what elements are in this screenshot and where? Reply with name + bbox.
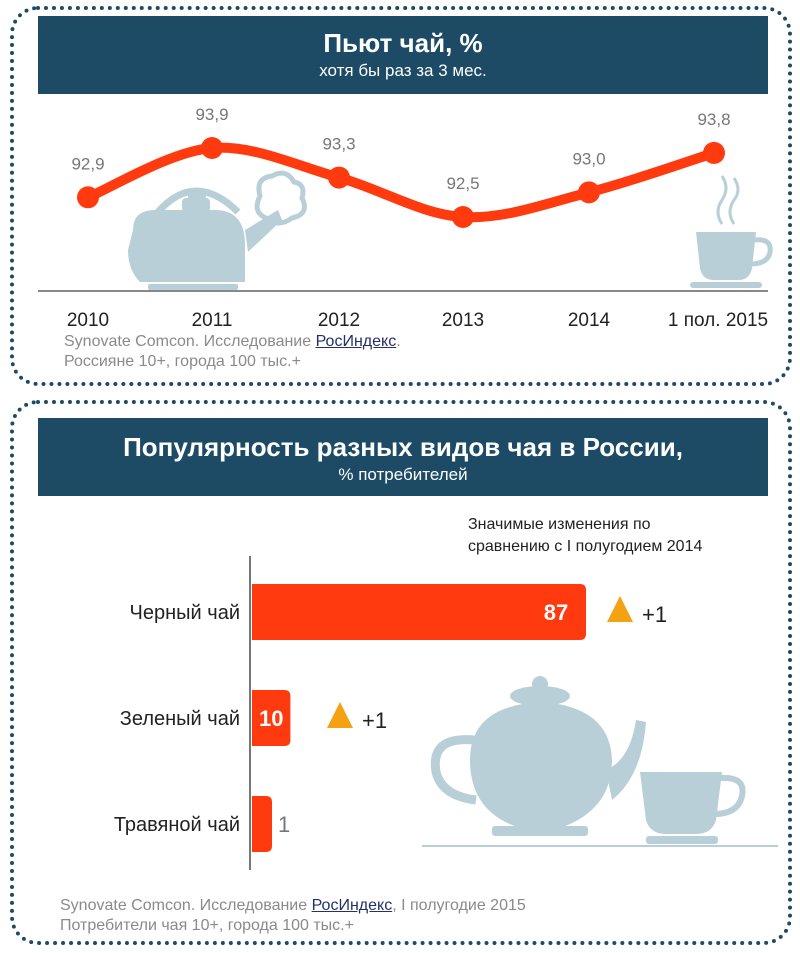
- data-label: 93,9: [195, 105, 228, 124]
- tea-types-title: Популярность разных видов чая в России,: [123, 432, 683, 462]
- top-source-suffix: .: [396, 333, 401, 350]
- changes-title-line1: Значимые изменения по: [468, 516, 651, 533]
- line-series: [83, 142, 719, 223]
- tea-drinking-title: Пьют чай, %: [323, 28, 483, 58]
- bottom-source-prefix: Synovate Comcon. Исследование: [60, 897, 312, 914]
- bottom-source-note: Synovate Comcon. Исследование РосИндекс,…: [60, 896, 526, 936]
- data-label: 92,9: [71, 154, 104, 173]
- x-tick-label: 2014: [568, 310, 611, 331]
- data-label: 93,0: [572, 149, 605, 168]
- cup-icon: [690, 175, 773, 288]
- tea-types-subtitle: % потребителей: [338, 465, 468, 484]
- top-source-link[interactable]: РосИндекс: [315, 333, 397, 350]
- line-chart: 92,9 93,9 93,3 92,5 93,0 93,8 2010 2011 2012 201…: [38, 105, 773, 331]
- x-tick-label: 2012: [318, 310, 360, 331]
- tea-drinking-banner: Пьют чай, % хотя бы раз за 3 мес.: [38, 16, 768, 94]
- data-label: 93,3: [322, 135, 355, 154]
- tea-types-panel: [10, 400, 792, 945]
- x-tick-label: 2013: [442, 310, 484, 331]
- bottom-source-line2: Потребители чая 10+, города 100 тыс.+: [60, 917, 354, 934]
- data-label: 93,8: [697, 110, 730, 129]
- top-source-note: Synovate Comcon. Исследование РосИндекс.…: [64, 332, 401, 372]
- tea-drinking-panel: [10, 6, 792, 386]
- tea-types-banner: Популярность разных видов чая в России, …: [38, 418, 768, 496]
- x-tick-label: 2010: [67, 310, 109, 331]
- line-point: [328, 166, 350, 189]
- changes-title-line2: сравнению с I полугодием 2014: [468, 538, 703, 555]
- line-point: [703, 141, 725, 164]
- bottom-source-link[interactable]: РосИндекс: [311, 897, 393, 914]
- line-point: [77, 186, 99, 209]
- kettle-icon: [128, 170, 307, 290]
- bottom-source-suffix: , I полугодие 2015: [392, 897, 526, 914]
- changes-title: Значимые изменения по сравнению с I полу…: [468, 514, 702, 558]
- line-point: [201, 137, 223, 159]
- tea-drinking-subtitle: хотя бы раз за 3 мес.: [319, 61, 487, 80]
- x-tick-label: 2011: [192, 310, 233, 331]
- top-source-line2: Россияне 10+, города 100 тыс.+: [64, 353, 301, 370]
- data-label: 92,5: [446, 174, 479, 193]
- line-point: [578, 181, 600, 204]
- x-tick-label: 1 пол. 2015: [668, 310, 768, 331]
- top-source-prefix: Synovate Comcon. Исследование: [64, 333, 316, 350]
- line-point: [452, 206, 474, 228]
